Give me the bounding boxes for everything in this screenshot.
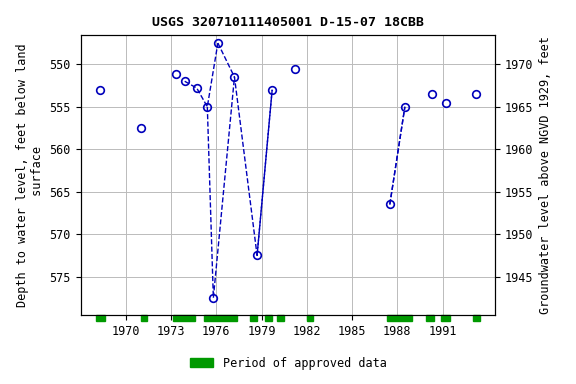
Bar xyxy=(173,315,195,321)
Title: USGS 320710111405001 D-15-07 18CBB: USGS 320710111405001 D-15-07 18CBB xyxy=(152,16,424,29)
Legend: Period of approved data: Period of approved data xyxy=(185,352,391,374)
Bar xyxy=(96,315,105,321)
Bar xyxy=(276,315,284,321)
Bar xyxy=(441,315,450,321)
Y-axis label: Groundwater level above NGVD 1929, feet: Groundwater level above NGVD 1929, feet xyxy=(539,36,552,314)
Bar xyxy=(386,315,412,321)
Bar xyxy=(307,315,313,321)
Bar xyxy=(426,315,434,321)
Bar xyxy=(204,315,237,321)
Bar xyxy=(264,315,272,321)
Bar xyxy=(141,315,147,321)
Bar xyxy=(473,315,480,321)
Y-axis label: Depth to water level, feet below land
 surface: Depth to water level, feet below land su… xyxy=(16,43,44,306)
Bar xyxy=(249,315,257,321)
